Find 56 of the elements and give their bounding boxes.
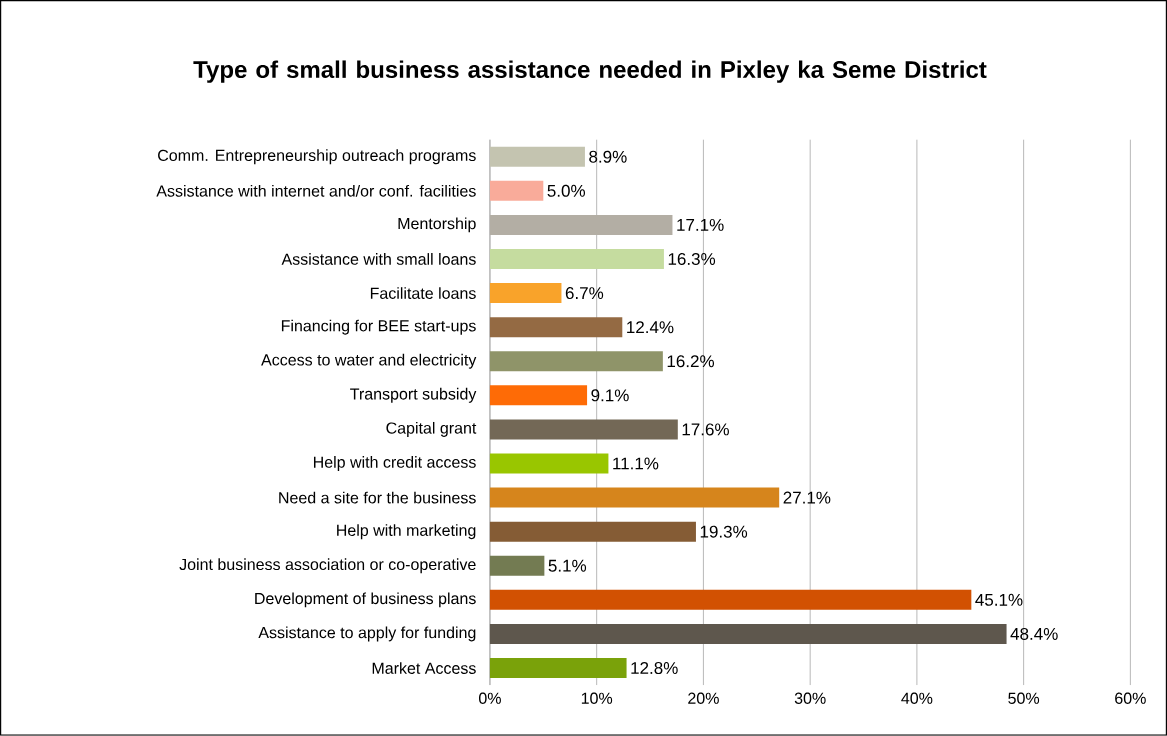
y-tick-label: Capital grant [386,422,477,438]
data-label: 45.1% [975,594,1023,606]
bar [489,521,696,542]
bar [489,146,585,167]
y-tick-label: Need a site for the business [279,491,476,504]
data-label: 5.0% [547,184,586,197]
y-tick-label: Market Access [372,662,476,675]
x-tick-label: 60% [1115,692,1146,705]
data-label: 11.1% [613,457,659,470]
data-label: 16.2% [667,355,715,368]
y-tick-label: Financing for BEE start-ups [281,319,476,335]
bar [489,215,673,236]
data-label: 6.7% [565,287,604,300]
bar [489,385,588,406]
x-tick-label: 30% [794,692,826,705]
bar [489,351,663,372]
y-tick-label: Facilitate loans [370,287,476,300]
data-label: 17.1% [677,219,724,232]
x-tick-label: 50% [1008,692,1040,705]
bar [489,487,780,508]
data-label: 48.4% [1010,628,1058,641]
data-label: 17.6% [682,423,729,436]
data-label: 12.8% [631,662,678,675]
x-tick-label: 0% [479,692,501,705]
bar [489,283,562,304]
y-tick-label: Assistance to apply for funding [258,626,476,642]
y-tick-label: Access to water and electricity [261,353,477,369]
data-label: 9.1% [591,389,629,402]
x-tick-label: 40% [901,692,933,705]
data-label: 8.9% [589,150,627,163]
data-label: 19.3% [700,525,748,538]
chart-title: Type of small business assistance needed in Pixley ka Seme District [193,60,987,83]
bar [489,317,623,338]
x-tick-label: 10% [581,692,613,705]
y-tick-label: Joint business association or co-operative [179,558,476,574]
y-tick-label: Development of business plans [255,592,476,608]
bar [489,658,627,679]
y-tick-label: Comm. Entrepreneurship outreach programs [158,149,476,165]
y-tick-label: Help with credit access [313,456,476,472]
x-tick-label: 20% [688,692,719,705]
y-tick-label: Assistance with internet and/or conf. facilities [156,185,476,197]
data-label: 12.4% [627,321,674,334]
bar [489,555,545,576]
y-tick-label: Help with marketing [337,524,476,540]
bar [489,249,664,270]
bar [489,180,544,201]
data-label: 16.3% [668,253,716,266]
y-tick-label: Transport subsidy [350,388,477,403]
data-label: 27.1% [783,491,831,504]
bar [489,453,609,474]
y-tick-label: Assistance with small loans [281,253,476,266]
bar [489,419,678,440]
y-tick-label: Mentorship [398,217,476,233]
bar [489,589,972,611]
bar [489,624,1007,645]
data-label: 5.1% [548,559,587,572]
